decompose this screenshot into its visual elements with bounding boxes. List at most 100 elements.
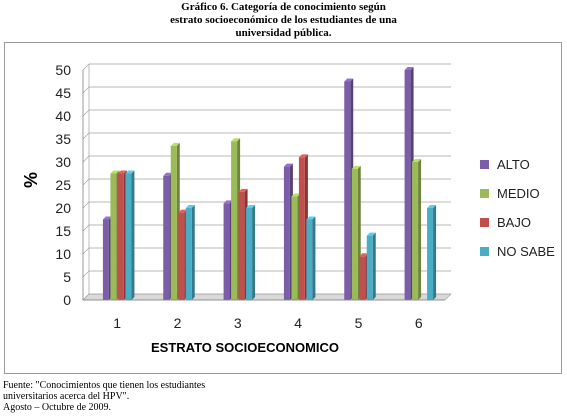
bar-front [351, 168, 358, 300]
bar-top [246, 205, 256, 208]
bar-top [404, 67, 414, 70]
bar-top [283, 163, 293, 167]
bar-front [117, 173, 124, 300]
figure-title: Gráfico 6. Categoría de conocimiento seg… [0, 1, 567, 40]
source-line-2: universitarios acerca del HPV". [3, 391, 130, 402]
bar-front [231, 141, 238, 300]
bar-top [178, 209, 188, 213]
bar-top [110, 170, 120, 174]
gridline-depth [82, 201, 90, 209]
bar-top [170, 142, 180, 146]
bar-front [102, 219, 109, 300]
y-tick-label: 30 [55, 154, 71, 170]
bar-front [359, 256, 366, 300]
bar-top [223, 200, 233, 204]
x-tick-label: 5 [355, 315, 363, 331]
legend-swatch [480, 247, 489, 256]
bar-side [191, 205, 195, 300]
legend-label: ALTO [497, 157, 530, 172]
y-tick-label: 45 [55, 85, 71, 101]
bar-top [291, 193, 301, 197]
bar-top [359, 253, 369, 257]
x-tick-label: 6 [415, 315, 423, 331]
bar-front [110, 173, 117, 300]
bar [185, 205, 195, 300]
bar-top [351, 165, 361, 169]
x-axis-label: ESTRATO SOCIOECONOMICO [151, 340, 339, 355]
gridline-depth [82, 178, 90, 186]
bar-front [170, 145, 177, 300]
bar-top [117, 170, 127, 174]
y-tick-label: 40 [55, 108, 71, 124]
legend-item: BAJO [480, 215, 531, 230]
bar-front [412, 162, 419, 300]
y-tick-label: 15 [55, 223, 71, 239]
bar [412, 159, 422, 300]
bar-side [372, 232, 376, 300]
bar [306, 216, 316, 300]
gridline-depth [82, 132, 90, 140]
source-note: Fuente: "Conocimientos que tienen los es… [3, 380, 205, 413]
bar-top [298, 154, 308, 158]
legend-item: ALTO [480, 157, 530, 172]
gridline-depth [82, 224, 90, 232]
bar-top [125, 170, 135, 174]
bar [125, 170, 135, 300]
bar-side [131, 170, 135, 300]
legend-label: MEDIO [497, 186, 540, 201]
bar-top [306, 216, 316, 220]
bar-top [238, 188, 248, 192]
bar-top [231, 138, 241, 142]
y-tick-label: 20 [55, 200, 71, 216]
figure-title-line-1: Gráfico 6. Categoría de conocimiento seg… [181, 1, 386, 13]
bar-top [366, 232, 376, 236]
legend-swatch [480, 189, 489, 198]
bar-top [163, 172, 173, 176]
bar-side [312, 216, 316, 300]
bar-front [283, 166, 290, 300]
legend-item: MEDIO [480, 186, 540, 201]
bar-front [366, 235, 373, 300]
gridline-depth [82, 293, 90, 301]
bar [246, 205, 256, 300]
y-tick-label: 50 [55, 62, 71, 78]
bar-front [163, 175, 170, 300]
y-axis-label: % [21, 172, 41, 188]
y-tick-label: 5 [63, 269, 71, 285]
legend-label: BAJO [497, 215, 531, 230]
grid-layer [82, 63, 452, 301]
gridline-depth [82, 247, 90, 255]
source-line-3: Agosto – Octubre de 2009. [3, 402, 112, 413]
gridline-depth [82, 109, 90, 117]
bar-front [306, 219, 313, 300]
legend-item: NO SABE [480, 244, 555, 259]
bar-top [344, 78, 354, 82]
figure-title-line-3: universidad pública. [235, 27, 332, 39]
bar-front [344, 81, 351, 300]
bars-layer [102, 67, 437, 300]
source-line-1: Fuente: "Conocimientos que tienen los es… [3, 380, 206, 391]
chart-frame [4, 42, 562, 374]
gridline-depth [82, 63, 90, 71]
y-tick-label: 25 [55, 177, 71, 193]
figure-title-line-2: estrato socioeconómico de los estudiante… [170, 14, 397, 26]
gridline-depth [82, 86, 90, 94]
bar-front [125, 173, 132, 300]
legend-label: NO SABE [497, 244, 555, 259]
x-tick-label: 1 [113, 315, 121, 331]
y-tick-label: 0 [63, 292, 71, 308]
bar-front [404, 70, 411, 300]
bar-front [427, 208, 434, 300]
bar-front [178, 212, 185, 300]
bar-side [418, 159, 422, 300]
bar-front [298, 157, 305, 300]
bar-top [185, 205, 195, 208]
x-tick-label: 4 [294, 315, 302, 331]
bar-side [433, 205, 437, 300]
bar [366, 232, 376, 300]
gridline-depth [82, 155, 90, 163]
legend-swatch [480, 160, 489, 169]
bar-top [427, 205, 437, 208]
